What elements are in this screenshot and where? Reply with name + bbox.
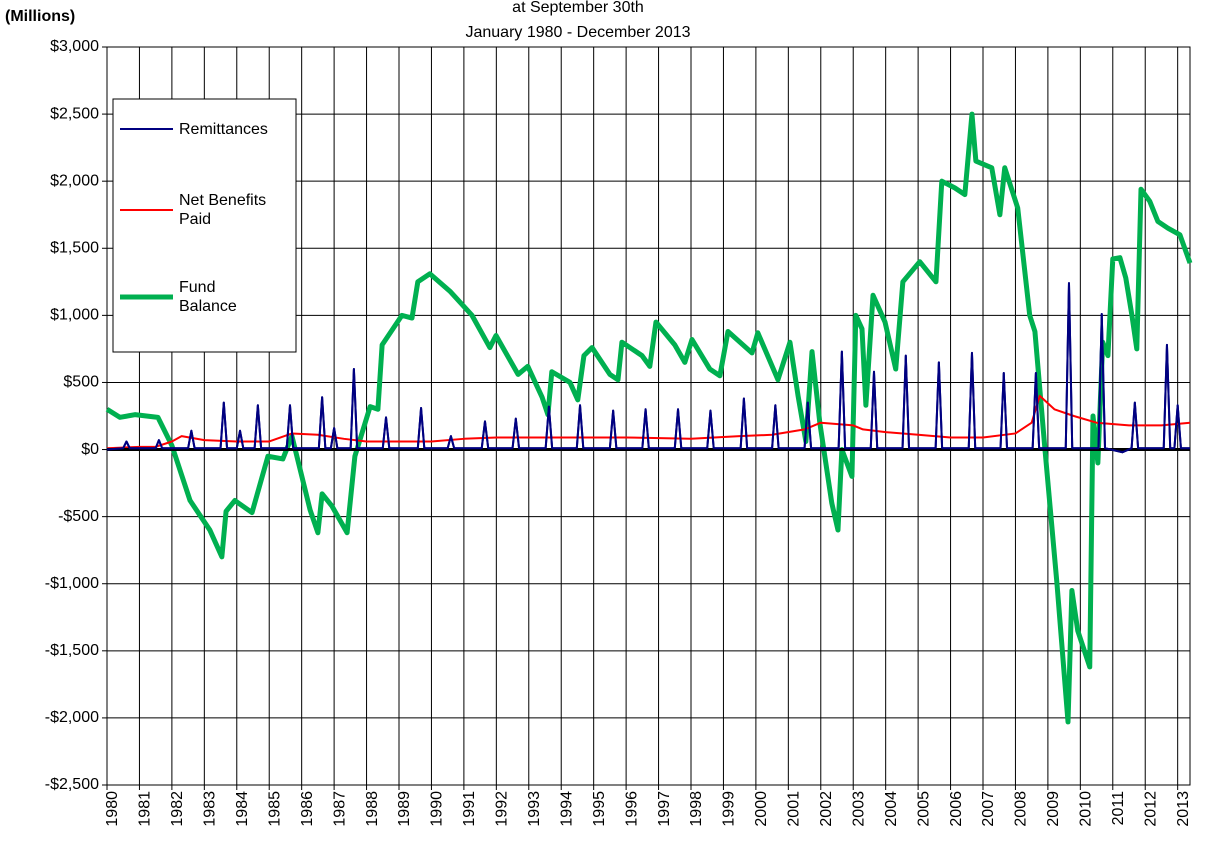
x-tick-label: 2012 [1142,791,1159,827]
x-tick-label: 1995 [591,791,608,827]
x-tick-label: 1999 [721,791,738,827]
x-tick-label: 1989 [396,791,413,827]
x-tick-label: 2004 [883,791,900,827]
x-tick-label: 1982 [169,791,186,827]
x-tick-label: 2013 [1175,791,1192,827]
y-tick-label: $3,000 [50,38,99,55]
y-tick-label: $0 [81,441,99,458]
x-tick-label: 2003 [850,791,867,827]
y-tick-label: -$1,000 [45,575,99,592]
x-tick-label: 2001 [786,791,803,827]
y-tick-label: -$2,500 [45,776,99,793]
series-line [106,394,1191,450]
x-tick-label: 1994 [558,791,575,827]
x-tick-label: 1990 [429,791,446,827]
y-tick-label: $2,000 [50,172,99,189]
x-tick-label: 1985 [266,791,283,827]
x-tick-label: 1996 [623,791,640,827]
x-tick-label: 2010 [1078,791,1095,827]
legend-label: Net Benefits Paid [179,192,267,228]
y-tick-label: $500 [63,374,99,391]
chart-subtitle: January 1980 - December 2013 [465,24,690,41]
x-tick-label: 1993 [526,791,543,827]
x-tick-label: 2005 [915,791,932,827]
legend-entry: Remittances [179,120,268,138]
x-tick-label: 1992 [494,791,511,827]
x-tick-label: 1983 [202,791,219,827]
x-tick-label: 1998 [688,791,705,827]
y-tick-label: -$500 [58,508,99,525]
legend-label: Remittances [179,120,268,138]
y-axis-label: (Millions) [5,8,75,25]
x-tick-label: 1986 [299,791,316,827]
x-tick-label: 2008 [1013,791,1030,827]
y-tick-label: -$2,000 [45,709,99,726]
x-tick-label: 2009 [1045,791,1062,827]
x-tick-label: 2011 [1110,791,1127,826]
x-tick-label: 2000 [753,791,770,827]
y-tick-label: $2,500 [50,105,99,122]
y-tick-label: -$1,500 [45,642,99,659]
legend-box [112,98,297,353]
series-line [105,111,1193,725]
x-tick-label: 1987 [331,791,348,827]
x-tick-label: 2006 [948,791,965,827]
legend-entry: Net Benefits Paid [179,192,267,228]
legend-entry: Fund Balance [179,279,237,315]
x-tick-label: 1988 [364,791,381,827]
x-tick-label: 1991 [461,791,478,827]
x-tick-label: 2007 [980,791,997,827]
x-tick-label: 1981 [137,791,154,827]
x-tick-label: 1980 [104,791,121,827]
chart-title: at September 30th [512,0,644,16]
x-tick-label: 1984 [234,791,251,827]
series-line [106,282,1190,454]
x-tick-label: 2002 [818,791,835,827]
y-tick-label: $1,500 [50,239,99,256]
legend-label: Fund Balance [179,279,237,315]
x-tick-label: 1997 [656,791,673,827]
y-tick-label: $1,000 [50,307,99,324]
plot-border [106,46,1191,786]
